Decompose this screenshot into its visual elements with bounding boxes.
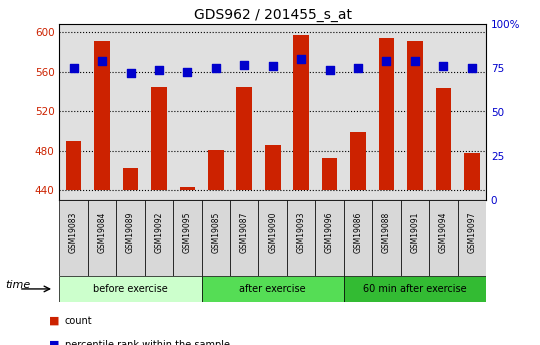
Bar xyxy=(372,200,401,276)
Text: percentile rank within the sample: percentile rank within the sample xyxy=(65,340,230,345)
Bar xyxy=(59,276,201,302)
Bar xyxy=(180,187,195,190)
Bar xyxy=(265,145,280,190)
Text: after exercise: after exercise xyxy=(239,284,306,294)
Point xyxy=(98,58,106,64)
Bar xyxy=(429,200,457,276)
Bar xyxy=(145,200,173,276)
Bar xyxy=(293,35,309,190)
Bar xyxy=(237,87,252,190)
Point xyxy=(126,71,135,76)
Bar xyxy=(457,200,486,276)
Bar xyxy=(464,152,480,190)
Bar xyxy=(208,150,224,190)
Text: GSM19095: GSM19095 xyxy=(183,211,192,253)
Point xyxy=(154,67,163,73)
Bar xyxy=(116,200,145,276)
Point xyxy=(240,62,248,67)
Bar xyxy=(88,200,116,276)
Point xyxy=(354,66,362,71)
Bar xyxy=(259,200,287,276)
Bar xyxy=(230,200,259,276)
Text: GSM19088: GSM19088 xyxy=(382,211,391,253)
Text: ■: ■ xyxy=(49,316,59,326)
Bar xyxy=(201,200,230,276)
Bar xyxy=(344,200,372,276)
Text: GSM19084: GSM19084 xyxy=(98,211,106,253)
Bar xyxy=(287,200,315,276)
Text: ■: ■ xyxy=(49,340,59,345)
Bar xyxy=(201,276,344,302)
Text: GSM19096: GSM19096 xyxy=(325,211,334,253)
Bar xyxy=(401,200,429,276)
Text: GSM19083: GSM19083 xyxy=(69,211,78,253)
Title: GDS962 / 201455_s_at: GDS962 / 201455_s_at xyxy=(194,8,352,22)
Bar xyxy=(407,41,423,190)
Bar xyxy=(350,132,366,190)
Text: GSM19090: GSM19090 xyxy=(268,211,277,253)
Point xyxy=(183,69,192,75)
Bar xyxy=(173,200,201,276)
Bar xyxy=(123,168,138,190)
Point xyxy=(439,63,448,69)
Point xyxy=(382,58,391,64)
Point xyxy=(268,63,277,69)
Bar xyxy=(322,158,338,190)
Text: GSM19089: GSM19089 xyxy=(126,211,135,253)
Point xyxy=(212,66,220,71)
Text: GSM19085: GSM19085 xyxy=(211,211,220,253)
Text: GSM19087: GSM19087 xyxy=(240,211,249,253)
Point xyxy=(468,66,476,71)
Text: GSM19091: GSM19091 xyxy=(410,211,420,253)
Bar xyxy=(94,41,110,190)
Text: before exercise: before exercise xyxy=(93,284,168,294)
Bar xyxy=(315,200,344,276)
Point xyxy=(325,67,334,73)
Text: time: time xyxy=(5,280,31,290)
Text: GSM19092: GSM19092 xyxy=(154,211,164,253)
Point xyxy=(410,58,419,64)
Bar xyxy=(436,88,451,190)
Bar xyxy=(66,141,82,190)
Bar xyxy=(344,276,486,302)
Text: GSM19097: GSM19097 xyxy=(467,211,476,253)
Point xyxy=(297,57,306,62)
Text: GSM19094: GSM19094 xyxy=(439,211,448,253)
Text: 60 min after exercise: 60 min after exercise xyxy=(363,284,467,294)
Text: GSM19086: GSM19086 xyxy=(354,211,362,253)
Bar xyxy=(151,87,167,190)
Text: count: count xyxy=(65,316,92,326)
Text: GSM19093: GSM19093 xyxy=(296,211,306,253)
Bar xyxy=(59,200,88,276)
Bar xyxy=(379,38,394,190)
Point xyxy=(69,66,78,71)
